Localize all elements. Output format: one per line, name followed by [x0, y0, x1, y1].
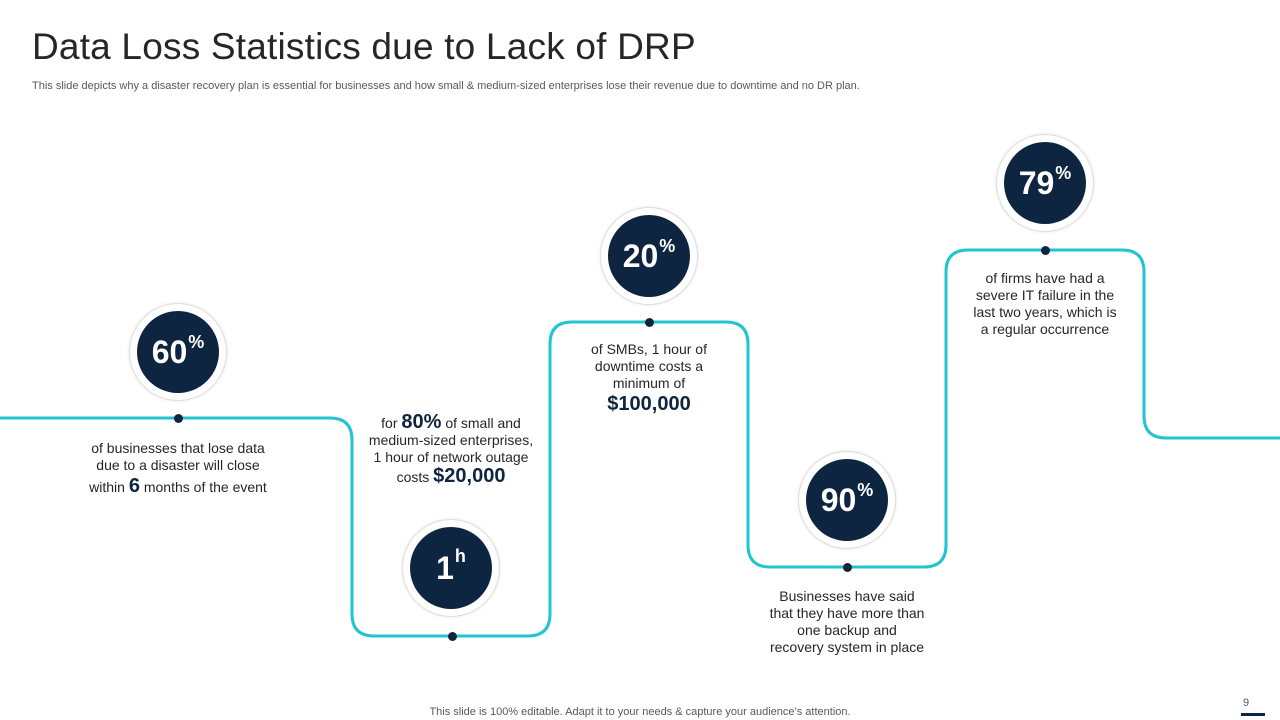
stat-value: 60 [151, 334, 188, 370]
stat-1h-marker [448, 632, 457, 641]
stat-60-marker [174, 414, 183, 423]
desc-line: that they have more than [769, 605, 925, 621]
stat-20-marker [645, 318, 654, 327]
page-number: 9 [1242, 697, 1250, 709]
stat-90-badge: 90% [798, 451, 896, 549]
stat-1h-description: for 80% of small and medium-sized enterp… [341, 411, 561, 487]
stat-79-description: of firms have had a severe IT failure in… [945, 270, 1145, 338]
desc-line: minimum of [612, 375, 686, 391]
desc-line: a regular occurrence [980, 321, 1110, 337]
slide-title: Data Loss Statistics due to Lack of DRP [32, 26, 696, 67]
stat-value: 90 [820, 482, 857, 518]
stat-value: 79 [1018, 165, 1055, 201]
desc-highlight: 6 [128, 475, 140, 497]
stat-unit: % [857, 480, 874, 500]
stat-60-badge: 60% [129, 303, 227, 401]
desc-highlight: 80% [401, 411, 442, 433]
stat-20-circle: 20% [608, 215, 690, 297]
stat-20-badge: 20% [600, 207, 698, 305]
desc-cost: $100,000 [607, 393, 691, 415]
stat-unit: % [659, 236, 676, 256]
desc-text: of small and [445, 415, 521, 431]
stat-60-description: of businesses that lose data due to a di… [58, 440, 298, 496]
desc-text: months of the event [143, 479, 267, 495]
desc-line: recovery system in place [769, 639, 925, 655]
desc-line: Businesses have said [779, 588, 915, 604]
stat-60-circle: 60% [137, 311, 219, 393]
stat-90-description: Businesses have said that they have more… [737, 588, 957, 656]
desc-cost: $20,000 [433, 465, 506, 487]
desc-line: of SMBs, 1 hour of [591, 341, 707, 357]
stat-79-marker [1041, 246, 1050, 255]
stat-unit: h [454, 546, 466, 566]
desc-text: within [89, 479, 125, 495]
stat-value: 20 [622, 238, 659, 274]
desc-line: due to a disaster will close [96, 457, 260, 473]
desc-line: of firms have had a [985, 270, 1105, 286]
desc-line: severe IT failure in the [975, 287, 1115, 303]
stat-90-circle: 90% [806, 459, 888, 541]
desc-line: last two years, which is [973, 304, 1117, 320]
desc-line: 1 hour of network outage [373, 449, 529, 465]
slide-subtitle: This slide depicts why a disaster recove… [32, 80, 860, 92]
desc-text: for [381, 415, 398, 431]
stat-20-description: of SMBs, 1 hour of downtime costs a mini… [549, 341, 749, 415]
stat-90-marker [843, 563, 852, 572]
stat-unit: % [188, 332, 205, 352]
footer-note: This slide is 100% editable. Adapt it to… [429, 706, 851, 718]
stat-unit: % [1055, 163, 1072, 183]
stat-79-badge: 79% [996, 134, 1094, 232]
timeline-line [0, 248, 1280, 638]
desc-line: of businesses that lose data [91, 440, 265, 456]
stat-79-circle: 79% [1004, 142, 1086, 224]
desc-line: medium-sized enterprises, [368, 432, 534, 448]
desc-text: costs [396, 469, 430, 485]
page-number-bar [1241, 713, 1265, 716]
stat-value: 1 [436, 550, 454, 586]
desc-line: downtime costs a [594, 358, 704, 374]
desc-line: one backup and [797, 622, 897, 638]
